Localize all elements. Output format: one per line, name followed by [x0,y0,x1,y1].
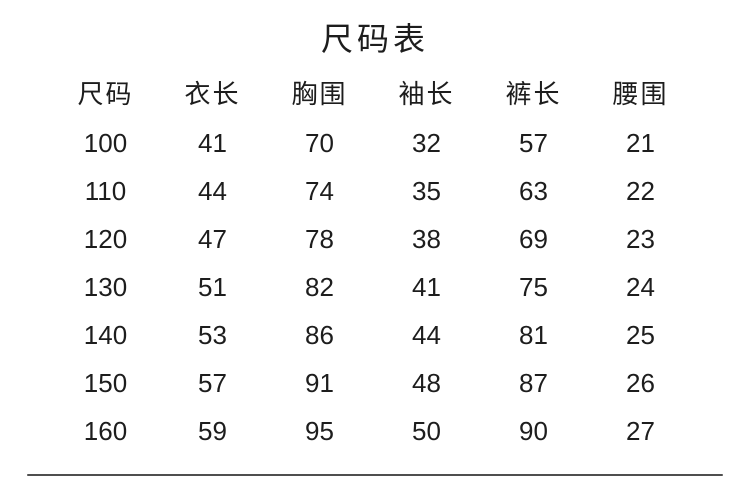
table-cell: 27 [626,415,655,446]
table-cell: 25 [626,319,655,350]
table-cell: 21 [626,127,655,158]
table-cell: 44 [198,175,227,206]
table-cell: 26 [626,367,655,398]
table-cell: 86 [305,319,334,350]
table-cell: 57 [198,367,227,398]
table-cell: 82 [305,271,334,302]
column-header-size: 尺码 [77,79,134,109]
table-cell-size: 130 [83,271,128,302]
table-cell-size: 100 [83,127,128,158]
table-cell: 91 [305,367,334,398]
column-header-chest: 胸围 [291,79,348,109]
table-cell: 51 [198,271,227,302]
table-cell: 74 [305,175,334,206]
table-cell: 41 [198,127,227,158]
table-cell: 32 [412,127,441,158]
table-cell: 57 [519,127,548,158]
table-cell: 24 [626,271,655,302]
size-chart-table: 尺码 衣长 胸围 袖长 裤长 腰围 100 41 70 32 57 21 110… [52,66,694,455]
table-cell: 53 [198,319,227,350]
table-cell: 78 [305,223,334,254]
table-cell-size: 110 [84,175,127,206]
table-cell: 35 [412,175,441,206]
table-cell: 41 [412,271,441,302]
table-cell: 87 [519,367,548,398]
table-cell: 48 [412,367,441,398]
table-cell: 38 [412,223,441,254]
table-cell: 23 [626,223,655,254]
table-cell: 95 [305,415,334,446]
table-cell: 75 [519,271,548,302]
column-header-garment-length: 衣长 [184,79,241,109]
table-cell: 69 [519,223,548,254]
table-cell: 59 [198,415,227,446]
table-cell: 47 [198,223,227,254]
table-cell-size: 140 [83,319,128,350]
table-cell: 70 [305,127,334,158]
table-cell: 22 [626,175,655,206]
column-header-waist: 腰围 [612,79,669,109]
table-cell: 81 [519,319,548,350]
column-header-sleeve-length: 袖长 [398,79,455,109]
table-cell: 90 [519,415,548,446]
table-cell-size: 150 [83,367,128,398]
table-cell-size: 120 [83,223,128,254]
column-header-pants-length: 裤长 [505,79,562,109]
table-cell: 44 [412,319,441,350]
bottom-divider [27,474,723,476]
page-title: 尺码表 [320,21,429,57]
table-cell: 63 [519,175,548,206]
table-cell-size: 160 [83,415,128,446]
table-cell: 50 [412,415,441,446]
